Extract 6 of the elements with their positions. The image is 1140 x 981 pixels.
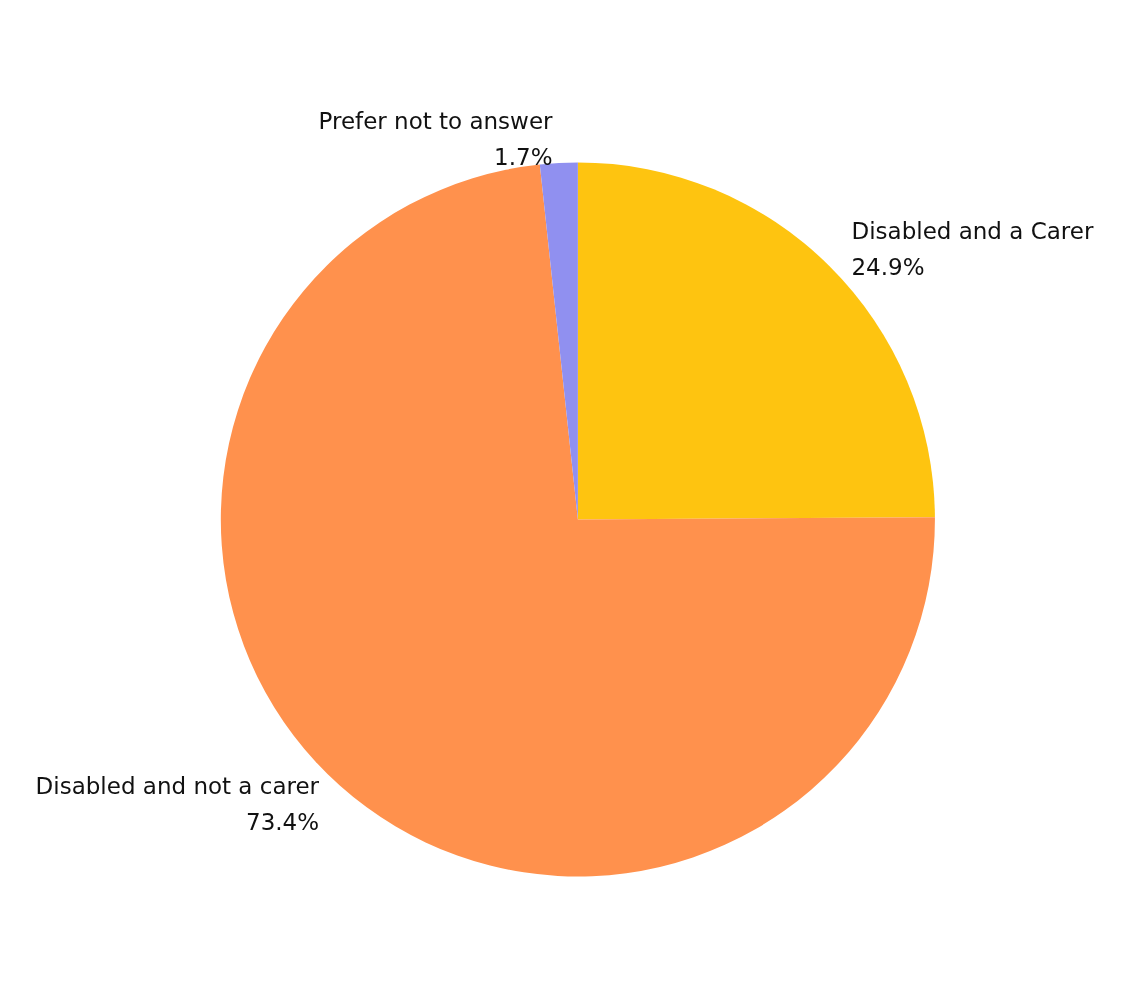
- data-label: 24.9%: [851, 254, 925, 281]
- data-label: 73.4%: [246, 808, 320, 835]
- data-label: 1.7%: [494, 143, 553, 170]
- slice-label: Prefer not to answer: [318, 107, 554, 134]
- slice-label: Disabled and not a carer: [35, 772, 320, 799]
- slice-label: Disabled and a Carer: [851, 218, 1094, 245]
